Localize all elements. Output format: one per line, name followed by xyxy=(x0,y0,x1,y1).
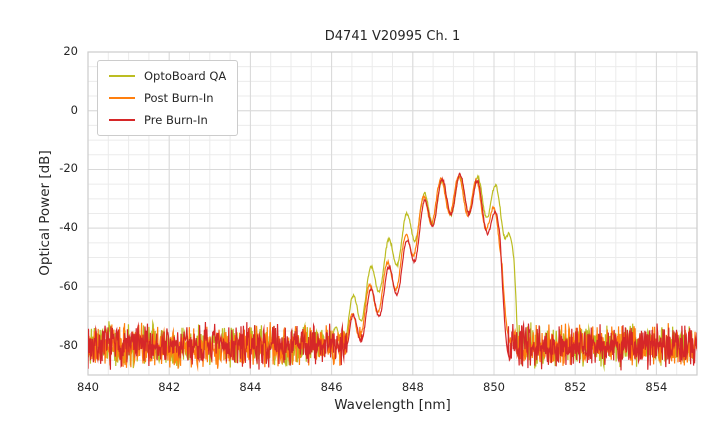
legend-item: Pre Burn-In xyxy=(109,113,226,127)
legend-item: Post Burn-In xyxy=(109,91,226,105)
y-tick-label: -40 xyxy=(59,220,78,235)
legend-label: Pre Burn-In xyxy=(144,113,208,127)
x-tick-label: 842 xyxy=(158,380,181,394)
x-tick-label: 840 xyxy=(77,380,99,394)
x-axis-label: Wavelength [nm] xyxy=(334,397,451,413)
legend: OptoBoard QA Post Burn-In Pre Burn-In xyxy=(97,60,239,136)
x-tick-label: 854 xyxy=(645,380,668,394)
legend-label: OptoBoard QA xyxy=(144,69,227,83)
x-tick-label: 844 xyxy=(239,380,262,394)
legend-label: Post Burn-In xyxy=(144,91,214,105)
x-tick-label: 846 xyxy=(320,380,343,394)
chart-title: D4741 V20995 Ch. 1 xyxy=(324,29,461,44)
x-tick-label: 850 xyxy=(483,380,505,394)
y-tick-label: -80 xyxy=(59,337,78,352)
x-tick-label: 852 xyxy=(564,380,587,394)
legend-item: OptoBoard QA xyxy=(109,69,226,83)
legend-line-sample xyxy=(109,119,135,121)
y-tick-label: 20 xyxy=(63,44,78,58)
y-tick-label: -60 xyxy=(59,278,78,293)
y-tick-label: -20 xyxy=(59,161,78,176)
x-tick-label: 848 xyxy=(401,380,424,394)
y-tick-label: 0 xyxy=(70,102,78,117)
legend-line-sample xyxy=(109,75,135,77)
legend-line-sample xyxy=(109,97,135,99)
